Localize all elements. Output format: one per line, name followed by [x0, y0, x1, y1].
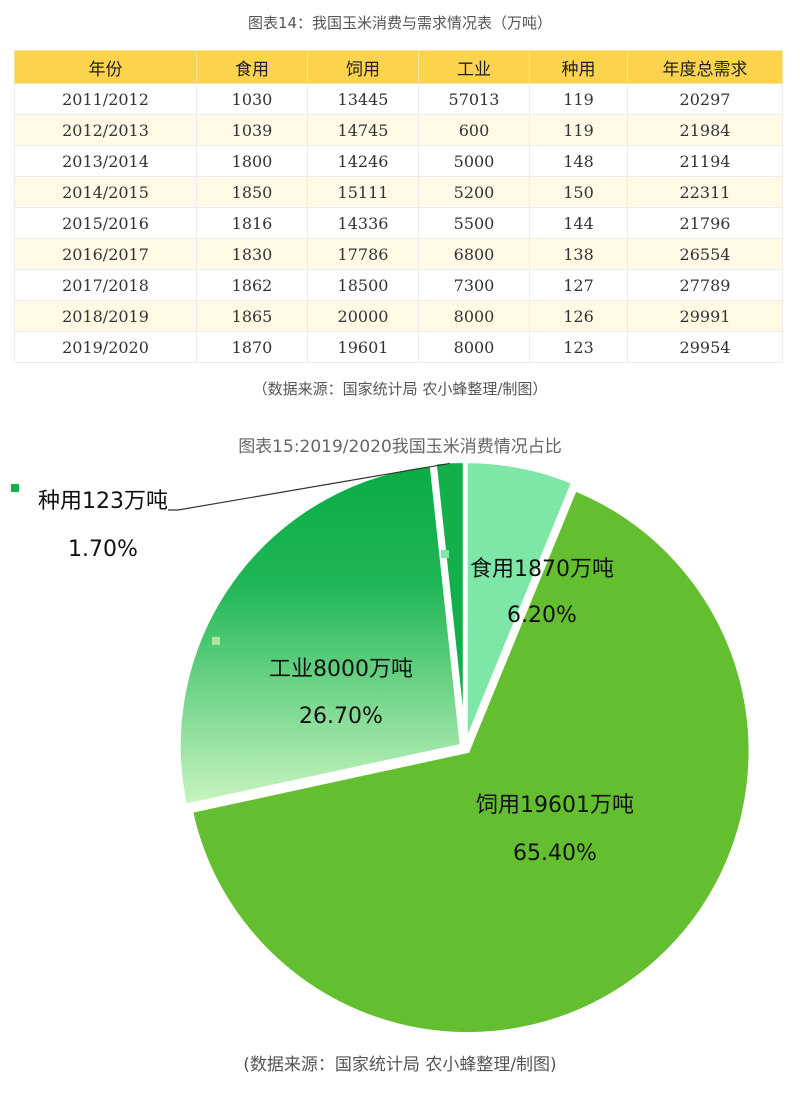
cell-seed: 127	[529, 269, 628, 301]
cell-feed: 19601	[307, 331, 419, 363]
label-feed: 饲用19601万吨	[476, 793, 634, 818]
cell-seed: 119	[529, 83, 628, 115]
consumption-table: 年份 食用 饲用 工业 种用 年度总需求 2011/2012 1030 13445 5…	[14, 50, 783, 363]
percent-seed: 1.70%	[68, 537, 138, 562]
label-industry: 工业8000万吨	[269, 657, 413, 682]
table-row: 2013/2014 1800 14246 5000 148 21194	[14, 145, 783, 177]
chart-source: (数据来源：国家统计局 农小蜂整理/制图)	[243, 1055, 557, 1075]
cell-feed: 14336	[307, 207, 419, 239]
cell-year: 2014/2015	[14, 176, 197, 208]
header-industry: 工业	[418, 50, 530, 84]
cell-industry: 5000	[418, 145, 530, 177]
cell-seed: 123	[529, 331, 628, 363]
table-row: 2017/2018 1862 18500 7300 127 27789	[14, 269, 783, 301]
cell-feed: 14246	[307, 145, 419, 177]
table-title: 图表14：我国玉米消费与需求情况表（万吨）	[247, 14, 553, 32]
table-row: 2011/2012 1030 13445 57013 119 20297	[14, 83, 783, 115]
cell-seed: 126	[529, 300, 628, 332]
cell-total: 29954	[627, 331, 783, 363]
table-row: 2018/2019 1865 20000 8000 126 29991	[14, 300, 783, 332]
cell-food: 1030	[196, 83, 308, 115]
cell-year: 2018/2019	[14, 300, 197, 332]
cell-seed: 119	[529, 114, 628, 146]
cell-industry: 7300	[418, 269, 530, 301]
legend-marker-food	[441, 550, 449, 558]
cell-total: 21796	[627, 207, 783, 239]
header-seed: 种用	[529, 50, 628, 84]
cell-total: 21194	[627, 145, 783, 177]
table-row: 2019/2020 1870 19601 8000 123 29954	[14, 331, 783, 363]
cell-industry: 6800	[418, 238, 530, 270]
cell-year: 2013/2014	[14, 145, 197, 177]
legend-marker-seed	[11, 484, 19, 492]
cell-year: 2012/2013	[14, 114, 197, 146]
cell-food: 1830	[196, 238, 308, 270]
cell-year: 2019/2020	[14, 331, 197, 363]
slice-industry	[176, 462, 464, 809]
table-header-row: 年份 食用 饲用 工业 种用 年度总需求	[14, 50, 783, 84]
leader-line-seed	[168, 462, 450, 511]
cell-industry: 600	[418, 114, 530, 146]
cell-total: 29991	[627, 300, 783, 332]
cell-feed: 17786	[307, 238, 419, 270]
cell-total: 26554	[627, 238, 783, 270]
chart-title: 图表15:2019/2020我国玉米消费情况占比	[238, 437, 562, 457]
cell-industry: 8000	[418, 331, 530, 363]
cell-industry: 57013	[418, 83, 530, 115]
cell-feed: 15111	[307, 176, 419, 208]
cell-seed: 148	[529, 145, 628, 177]
table-row: 2015/2016 1816 14336 5500 144 21796	[14, 207, 783, 239]
cell-food: 1850	[196, 176, 308, 208]
cell-feed: 20000	[307, 300, 419, 332]
label-seed: 种用123万吨	[38, 489, 168, 514]
cell-total: 21984	[627, 114, 783, 146]
cell-total: 22311	[627, 176, 783, 208]
cell-food: 1862	[196, 269, 308, 301]
cell-year: 2011/2012	[14, 83, 197, 115]
slice-seed	[432, 459, 467, 745]
cell-total: 27789	[627, 269, 783, 301]
cell-food: 1865	[196, 300, 308, 332]
legend-marker-industry	[212, 637, 220, 645]
percent-industry: 26.70%	[299, 704, 383, 729]
percent-feed: 65.40%	[513, 841, 597, 866]
cell-seed: 150	[529, 176, 628, 208]
percent-food: 6.20%	[507, 603, 577, 628]
slice-feed	[188, 486, 753, 1037]
table-row: 2012/2013 1039 14745 600 119 21984	[14, 114, 783, 146]
cell-feed: 13445	[307, 83, 419, 115]
header-feed: 饲用	[307, 50, 419, 84]
cell-industry: 5500	[418, 207, 530, 239]
cell-year: 2016/2017	[14, 238, 197, 270]
header-food: 食用	[196, 50, 308, 84]
cell-industry: 8000	[418, 300, 530, 332]
table-row: 2014/2015 1850 15111 5200 150 22311	[14, 176, 783, 208]
cell-industry: 5200	[418, 176, 530, 208]
cell-food: 1816	[196, 207, 308, 239]
cell-year: 2015/2016	[14, 207, 197, 239]
cell-feed: 18500	[307, 269, 419, 301]
label-food: 食用1870万吨	[470, 557, 614, 582]
table-source: （数据来源：国家统计局 农小蜂整理/制图）	[252, 380, 548, 398]
cell-food: 1800	[196, 145, 308, 177]
